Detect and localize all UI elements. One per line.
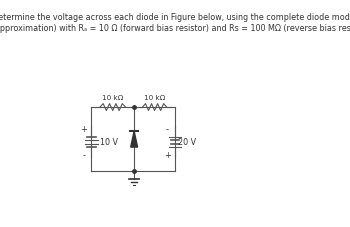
Text: 10 kΩ: 10 kΩ	[102, 95, 124, 101]
Polygon shape	[131, 132, 138, 147]
Text: 10 kΩ: 10 kΩ	[144, 95, 165, 101]
Text: +: +	[164, 150, 171, 159]
Text: Determine the voltage across each diode in Figure below, using the complete diod: Determine the voltage across each diode …	[0, 13, 350, 22]
Text: -: -	[166, 125, 169, 134]
Text: 10 V: 10 V	[100, 138, 118, 146]
Text: -: -	[82, 150, 85, 159]
Text: 20 V: 20 V	[178, 138, 196, 146]
Text: +: +	[80, 125, 87, 134]
Text: (3rd approximation) with Rₐ = 10 Ω (forward bias resistor) and Rs = 100 MΩ (reve: (3rd approximation) with Rₐ = 10 Ω (forw…	[0, 24, 350, 33]
